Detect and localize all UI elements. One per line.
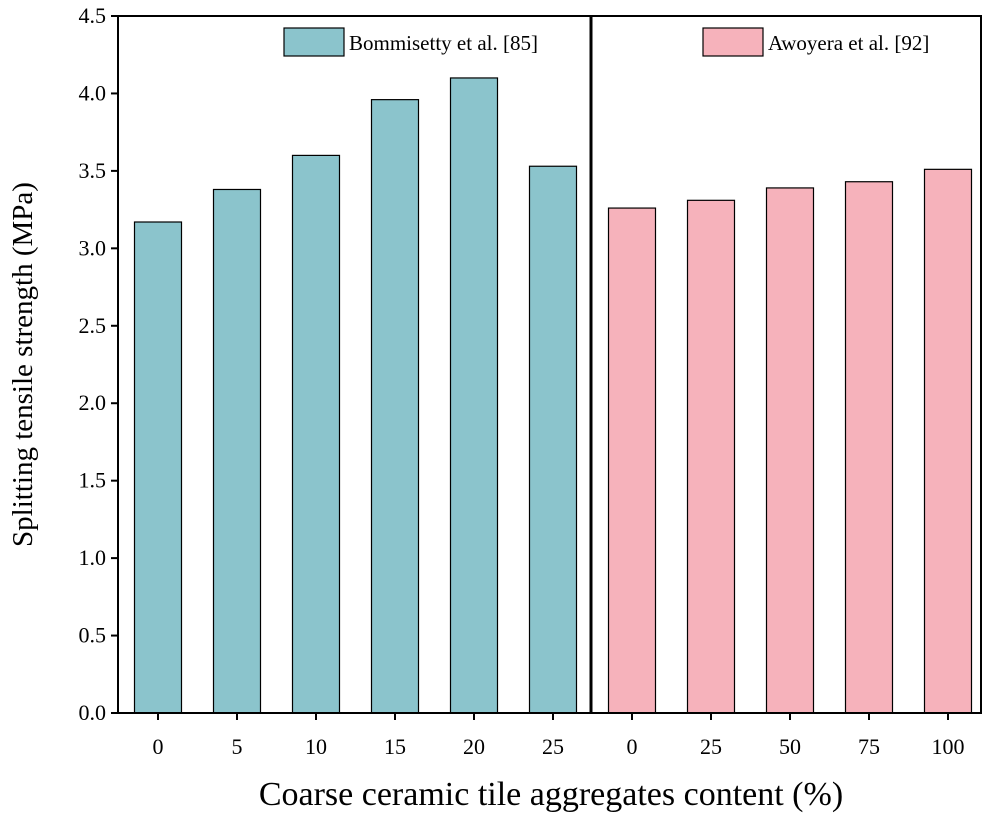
y-axis-label: Splitting tensile strength (MPa) [7,182,39,547]
bar [212,188,262,714]
ticks-layer: 0.0 0.5 1.0 1.5 2.0 2.5 3.0 3.5 4.0 4.5 0 5 10 15 20 25… [79,3,965,759]
bar [528,165,578,714]
x-tick-label: 25 [542,734,564,759]
x-tick-label: 25 [700,734,722,759]
bar [449,77,499,714]
x-tick-label: 50 [779,734,801,759]
bar [923,168,973,714]
bar [370,99,420,714]
bar [607,207,657,714]
bar [133,221,183,714]
bar [686,199,736,714]
x-axis-label: Coarse ceramic tile aggregates content (… [259,776,843,813]
y-tick-label: 3.5 [79,158,107,183]
y-tick-label: 4.5 [79,3,107,28]
bars-layer [133,77,973,714]
x-tick-label: 5 [232,734,243,759]
y-tick-label: 1.0 [79,545,107,570]
bar [844,181,894,714]
legend-label: Awoyera et al. [92] [768,31,929,55]
x-tick-label: 75 [858,734,880,759]
y-tick-label: 2.5 [79,313,107,338]
y-tick-label: 0.5 [79,623,107,648]
legends-layer: Bommisetty et al. [85] Awoyera et al. [92… [283,27,929,57]
x-tick-label: 0 [627,734,638,759]
bar [765,187,815,714]
y-tick-label: 3.0 [79,235,107,260]
x-tick-label: 100 [932,734,965,759]
bar [291,154,341,714]
legend-swatch [283,27,345,57]
y-tick-label: 2.0 [79,390,107,415]
y-tick-label: 1.5 [79,468,107,493]
x-tick-label: 10 [305,734,327,759]
legend-label: Bommisetty et al. [85] [349,31,538,55]
x-tick-label: 0 [153,734,164,759]
y-tick-label: 4.0 [79,80,107,105]
x-tick-label: 15 [384,734,406,759]
plot-frame [117,15,982,714]
x-tick-label: 20 [463,734,485,759]
y-tick-label: 0.0 [79,700,107,725]
legend-swatch [702,27,764,57]
